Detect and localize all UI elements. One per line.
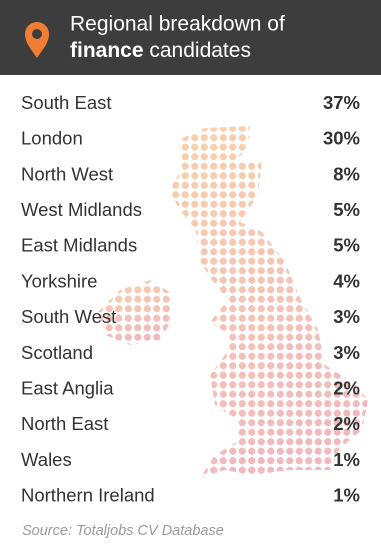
region-name: East Anglia [21,377,114,398]
region-share: 4% [333,270,360,291]
region-share: 3% [333,306,360,327]
region-name: West Midlands [21,199,142,220]
uk-map [98,126,368,478]
region-share: 1% [333,485,360,506]
region-share: 5% [333,199,360,220]
region-name: South East [21,92,112,113]
region-share: 3% [333,342,360,363]
region-list: South East 37% London 30% North West 8% West M… [21,92,360,506]
source-note: Source: Totaljobs CV Database [22,523,224,539]
region-share: 1% [333,449,360,470]
region-share: 5% [333,235,360,256]
region-name: East Midlands [21,235,137,256]
region-name: North West [21,163,113,184]
region-share: 30% [323,128,360,149]
region-share: 37% [323,92,360,113]
region-name: North East [21,413,108,434]
region-share: 2% [333,377,360,398]
header-bar [0,0,381,75]
title-emphasis: finance [70,39,144,62]
title-rest: candidates [149,39,251,62]
region-name: Scotland [21,342,93,363]
region-share: 2% [333,413,360,434]
region-share: 8% [333,163,360,184]
title-line: finance candidates [70,39,251,62]
region-name: Yorkshire [21,270,97,291]
region-name: South West [21,306,116,327]
region-name: London [21,128,83,149]
region-name: Northern Ireland [21,485,155,506]
location-icon [25,22,49,58]
region-name: Wales [21,449,72,470]
title-line: Regional breakdown of [70,13,285,36]
